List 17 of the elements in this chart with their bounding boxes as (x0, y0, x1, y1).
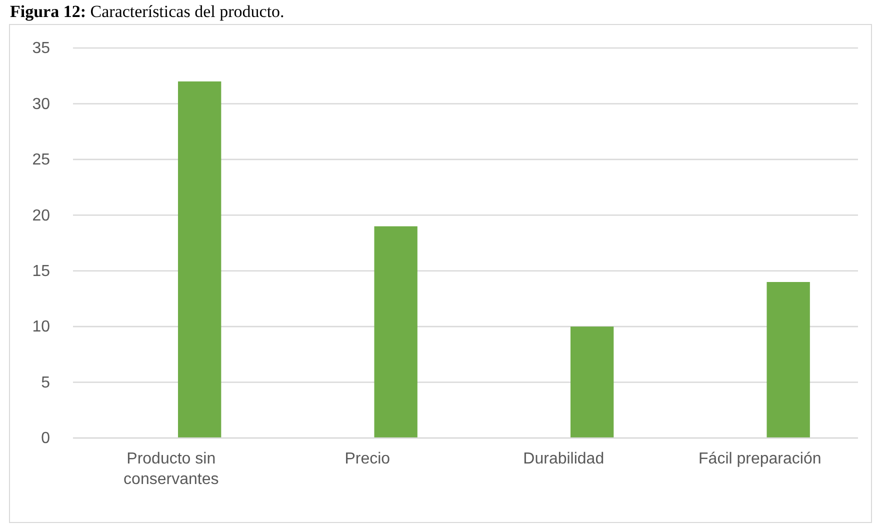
y-tick-label: 30 (32, 96, 50, 113)
x-tick-label: Durabilidad (523, 450, 604, 468)
bar (374, 226, 418, 438)
x-tick-label: Producto sin conservantes (124, 450, 219, 488)
bar (766, 282, 810, 438)
y-tick-label: 0 (41, 430, 50, 448)
x-tick-label: Precio (344, 450, 390, 468)
y-tick-label: 25 (32, 152, 50, 169)
y-tick-label: 5 (41, 374, 50, 392)
bar (570, 326, 614, 438)
y-tick-label: 35 (32, 40, 50, 58)
y-tick-label: 20 (32, 207, 50, 224)
x-tick-label: Fácil preparación (698, 450, 822, 468)
bar (178, 81, 222, 438)
y-tick-label: 10 (32, 318, 50, 336)
y-tick-label: 15 (32, 262, 50, 280)
chart-title: Figura 12: Características del producto. (10, 2, 284, 21)
